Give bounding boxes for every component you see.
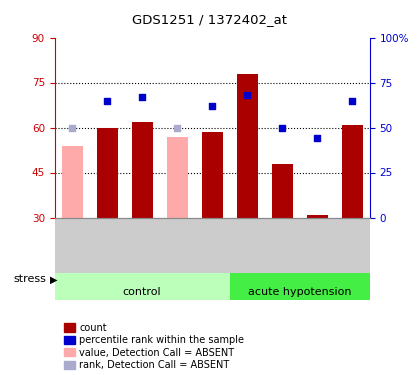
Bar — [131, 122, 152, 218]
Bar — [272, 164, 293, 218]
Legend: count, percentile rank within the sample, value, Detection Call = ABSENT, rank, : count, percentile rank within the sample… — [64, 323, 244, 370]
Text: GDS1251 / 1372402_at: GDS1251 / 1372402_at — [132, 13, 288, 26]
Point — [174, 124, 181, 130]
Point — [244, 92, 250, 98]
Text: stress: stress — [13, 274, 46, 284]
Bar — [55, 273, 230, 300]
Bar — [167, 136, 188, 218]
Bar — [202, 132, 223, 218]
Text: control: control — [123, 287, 161, 297]
Point — [279, 124, 286, 130]
Point — [104, 98, 110, 104]
Bar — [299, 219, 335, 273]
Bar — [194, 219, 230, 273]
Bar — [307, 214, 328, 217]
Bar — [89, 219, 125, 273]
Bar — [230, 219, 265, 273]
Point — [314, 135, 320, 141]
Bar — [230, 273, 370, 300]
Bar — [62, 146, 83, 218]
Bar — [125, 219, 160, 273]
Bar — [335, 219, 370, 273]
Bar — [341, 124, 362, 217]
Text: ▶: ▶ — [50, 274, 58, 284]
Bar — [97, 128, 118, 218]
Point — [349, 98, 355, 104]
Bar — [236, 74, 257, 217]
Point — [209, 103, 215, 109]
Point — [139, 94, 145, 100]
Point — [69, 124, 76, 130]
Bar — [265, 219, 299, 273]
Bar — [55, 219, 89, 273]
Text: acute hypotension: acute hypotension — [248, 287, 352, 297]
Bar — [160, 219, 194, 273]
